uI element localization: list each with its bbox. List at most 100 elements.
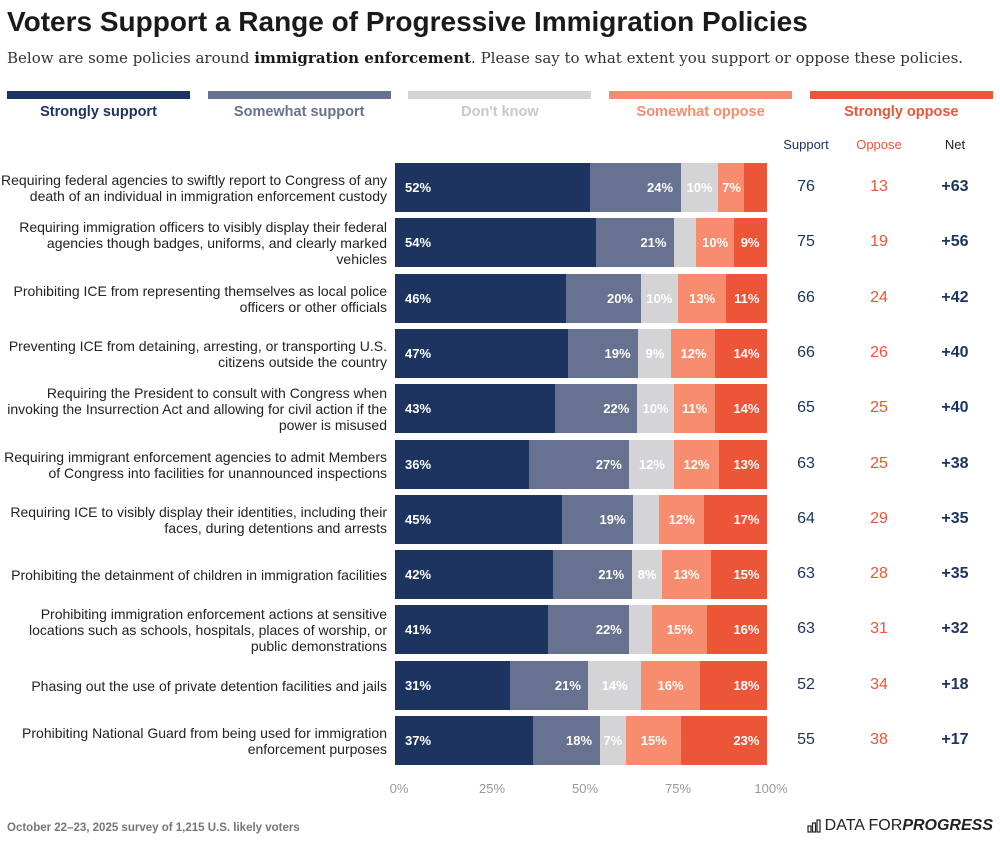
bar-chart-icon: [807, 819, 821, 833]
row-support: 64: [797, 509, 815, 527]
column-header: Oppose: [856, 137, 902, 152]
bar-segment: 21%: [552, 550, 633, 600]
bar-segment: 15%: [651, 605, 708, 655]
row-oppose: 28: [870, 565, 888, 583]
bar-segment: 16%: [640, 660, 701, 710]
bar-segment: 43%: [395, 384, 556, 434]
bar-segment: 37%: [395, 716, 534, 765]
row-net: +18: [941, 675, 969, 693]
row-net: +35: [941, 509, 969, 527]
bar-segment: 17%: [703, 494, 768, 544]
legend-item: Don't know: [408, 91, 592, 120]
bar-segment: 22%: [547, 605, 630, 655]
row-support: 63: [797, 620, 815, 638]
bar-segment: 41%: [395, 605, 549, 655]
logo: DATA FOR PROGRESS: [807, 817, 993, 835]
bar-segment: 18%: [532, 716, 601, 765]
legend-label: Somewhat oppose: [636, 104, 765, 120]
bar-segment: 9%: [733, 218, 768, 268]
subtitle-pre: Below are some policies around: [7, 49, 255, 67]
subtitle-bold: immigration enforcement: [254, 49, 472, 67]
bar-segment: 13%: [677, 273, 727, 323]
bar-segment: 13%: [661, 550, 712, 600]
row-oppose: 38: [870, 731, 888, 748]
bar-segment: 14%: [588, 660, 642, 710]
x-tick-label: 75%: [664, 781, 692, 796]
bar-segment: 18%: [700, 660, 768, 710]
bar-segment: 14%: [715, 328, 768, 378]
column-header: Support: [783, 137, 829, 152]
row-net: +32: [941, 620, 969, 638]
row-support: 75: [797, 233, 815, 251]
bar-segment: 15%: [625, 716, 682, 765]
bar-segment: [674, 218, 697, 268]
legend-swatch: [7, 91, 190, 99]
legend-item: Somewhat support: [207, 91, 391, 120]
row-label: Requiring immigration officers to visibl…: [19, 219, 387, 268]
x-tick-label: 50%: [571, 781, 599, 796]
chart-title: Voters Support a Range of Progressive Im…: [7, 6, 808, 37]
legend-label: Don't know: [461, 104, 539, 120]
row-net: +42: [941, 288, 969, 306]
row-net: +63: [941, 178, 969, 195]
bar-segment: 9%: [638, 328, 672, 378]
row-oppose: 24: [870, 288, 888, 306]
legend-item: Strongly oppose: [809, 91, 993, 120]
row-label: Prohibiting National Guard from being us…: [22, 725, 387, 757]
logo-text: DATA FOR: [824, 817, 903, 834]
x-tick-label: 25%: [478, 781, 506, 796]
chart-subtitle: Below are some policies around immigrati…: [7, 49, 963, 67]
bar-segment: 13%: [718, 439, 768, 489]
x-tick-label: 100%: [754, 781, 788, 796]
row-support: 76: [797, 178, 815, 195]
bar-segment: 19%: [568, 328, 639, 378]
bar-segment: 54%: [395, 218, 597, 268]
bar-segment: 10%: [680, 163, 719, 212]
bar-segment: [744, 163, 768, 212]
row-net: +38: [941, 454, 969, 472]
bar-segment: 24%: [590, 163, 682, 212]
row-oppose: 25: [870, 454, 888, 472]
row-net: +56: [941, 233, 969, 251]
legend-label: Strongly support: [40, 104, 157, 120]
row-net: +35: [941, 565, 969, 583]
subtitle-post: . Please say to what extent you support …: [471, 49, 964, 67]
column-header: Net: [944, 137, 966, 152]
bar-segment: 7%: [718, 163, 745, 212]
row-label: Phasing out the use of private detention…: [31, 677, 387, 694]
legend-swatch: [408, 91, 592, 99]
row-oppose: 25: [870, 399, 888, 417]
bar-segment: 10%: [636, 384, 675, 434]
row-oppose: 34: [870, 675, 888, 693]
bar-segment: 42%: [395, 550, 554, 600]
bar-segment: 22%: [554, 384, 638, 434]
row-support: 66: [797, 343, 815, 361]
bar-segment: 10%: [640, 273, 679, 323]
row-support: 63: [797, 454, 815, 472]
bar-segment: 8%: [631, 550, 663, 600]
legend-swatch: [609, 91, 793, 99]
bar-segment: 11%: [674, 384, 716, 434]
row-oppose: 31: [870, 620, 888, 638]
row-label: Prohibiting immigration enforcement acti…: [29, 606, 387, 655]
bar-segment: 12%: [659, 494, 705, 544]
bar-segment: 7%: [599, 716, 627, 765]
bar-segment: 31%: [395, 660, 511, 710]
bar-segment: 21%: [595, 218, 675, 268]
bar-segment: 27%: [528, 439, 630, 489]
row-support: 52: [797, 675, 815, 693]
legend-label: Somewhat support: [233, 104, 365, 120]
row-oppose: 29: [870, 509, 888, 527]
row-label: Preventing ICE from detaining, arresting…: [8, 337, 387, 370]
row-label: Prohibiting ICE from representing themse…: [13, 282, 387, 315]
bar-segment: 47%: [395, 328, 569, 378]
bar-segment: [633, 494, 660, 544]
bar-segment: 16%: [707, 605, 768, 655]
row-oppose: 26: [870, 343, 888, 361]
row-label: Requiring federal agencies to swiftly re…: [1, 172, 387, 204]
bar-segment: 46%: [395, 273, 567, 323]
bar-segment: 21%: [510, 660, 589, 710]
bar-segment: 45%: [395, 494, 563, 544]
row-oppose: 13: [870, 178, 888, 195]
